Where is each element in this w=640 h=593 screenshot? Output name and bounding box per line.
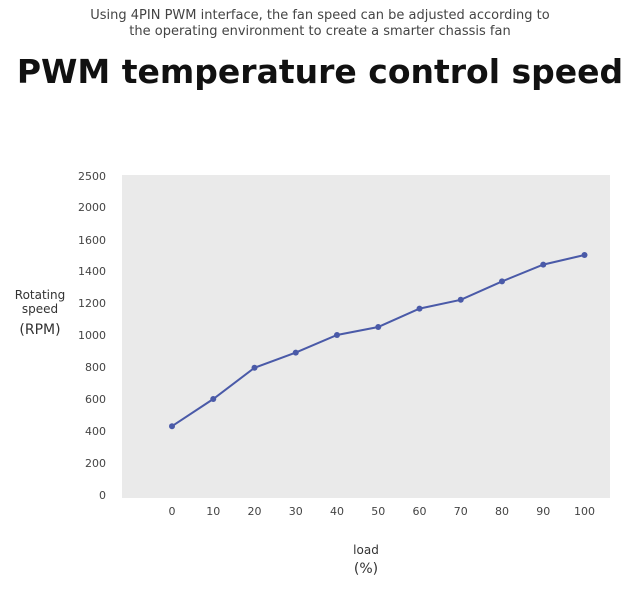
data-point	[251, 364, 258, 371]
y-tick-label: 1000	[78, 329, 106, 342]
data-point	[540, 261, 547, 268]
y-tick-label: 1200	[78, 297, 106, 310]
subtitle-line-1: Using 4PIN PWM interface, the fan speed …	[90, 8, 550, 23]
x-tick-label: 0	[169, 505, 176, 518]
y-tick-label: 1600	[78, 234, 106, 247]
x-tick-label: 100	[574, 505, 595, 518]
data-point	[457, 296, 464, 303]
data-point	[334, 332, 340, 338]
y-axis-label: Rotating speed (RPM)	[4, 288, 76, 340]
x-tick-label: 60	[413, 505, 427, 518]
y-tick-label: 600	[85, 393, 106, 406]
y-tick-label: 2000	[78, 201, 106, 214]
y-tick-label: 200	[85, 457, 106, 470]
x-tick-label: 20	[248, 505, 262, 518]
x-tick-label: 80	[495, 505, 509, 518]
y-axis-label-line-1: Rotating	[14, 288, 66, 302]
x-tick-label: 40	[330, 505, 344, 518]
data-point	[169, 423, 175, 430]
x-axis-label-line-2: (%)	[353, 561, 379, 577]
y-tick-label: 800	[85, 361, 106, 374]
y-tick-label: 1400	[78, 265, 106, 278]
y-tick-label: 2500	[78, 170, 106, 183]
y-tick-label: 400	[85, 425, 106, 438]
x-tick-label: 30	[289, 505, 303, 518]
data-point	[499, 278, 505, 285]
x-tick-label: 90	[536, 505, 550, 518]
y-axis-label-line-3: (RPM)	[19, 322, 61, 338]
y-tick-labels: 0 200 400 600 800 1000 1200 1400 1600 2000 2500	[78, 170, 106, 502]
y-axis-label-line-2: speed	[21, 302, 59, 316]
data-points	[169, 252, 588, 430]
plot-area	[122, 175, 610, 498]
x-tick-label: 70	[454, 505, 468, 518]
x-axis-label: load (%)	[340, 542, 392, 580]
chart-subtitle: Using 4PIN PWM interface, the fan speed …	[0, 8, 640, 40]
x-tick-labels: 0 10 20 30 40 50 60 70 80 90 100	[169, 505, 596, 518]
data-point	[375, 324, 382, 330]
y-tick-label: 0	[99, 489, 106, 502]
subtitle-line-2: the operating environment to create a sm…	[129, 24, 511, 39]
data-point	[581, 252, 588, 258]
x-axis-label-line-1: load	[353, 543, 379, 557]
x-tick-label: 10	[206, 505, 220, 518]
chart-title: PWM temperature control speed	[16, 52, 624, 91]
data-point	[292, 349, 299, 356]
data-point	[416, 305, 423, 312]
x-tick-label: 50	[371, 505, 385, 518]
data-point	[210, 396, 217, 402]
